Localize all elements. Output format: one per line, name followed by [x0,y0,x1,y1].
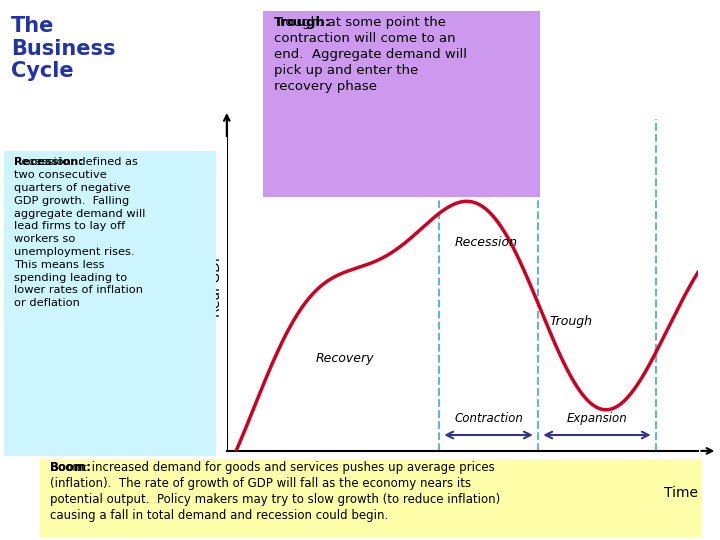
Text: 0: 0 [210,467,220,482]
Text: Trough: Trough [550,315,593,328]
Text: Trough: at some point the
contraction will come to an
end.  Aggregate demand wil: Trough: at some point the contraction wi… [274,16,467,93]
Y-axis label: Real GDP: Real GDP [209,253,222,317]
Text: The
Business
Cycle: The Business Cycle [11,16,115,81]
Text: Boom:: Boom: [50,461,91,474]
Text: Recovery: Recovery [315,352,374,365]
Text: Expansion: Expansion [567,412,627,425]
Text: Trough:: Trough: [274,16,331,29]
Text: Recession: defined as
two consecutive
quarters of negative
GDP growth.  Falling
: Recession: defined as two consecutive qu… [14,157,145,308]
Text: Recession: Recession [455,237,518,249]
Text: Boom: Boom [414,183,450,196]
Text: Time: Time [665,486,698,500]
Text: Boom: increased demand for goods and services pushes up average prices
(inflatio: Boom: increased demand for goods and ser… [50,461,500,522]
Text: Recession:: Recession: [14,157,84,167]
Text: Contraction: Contraction [454,412,523,425]
